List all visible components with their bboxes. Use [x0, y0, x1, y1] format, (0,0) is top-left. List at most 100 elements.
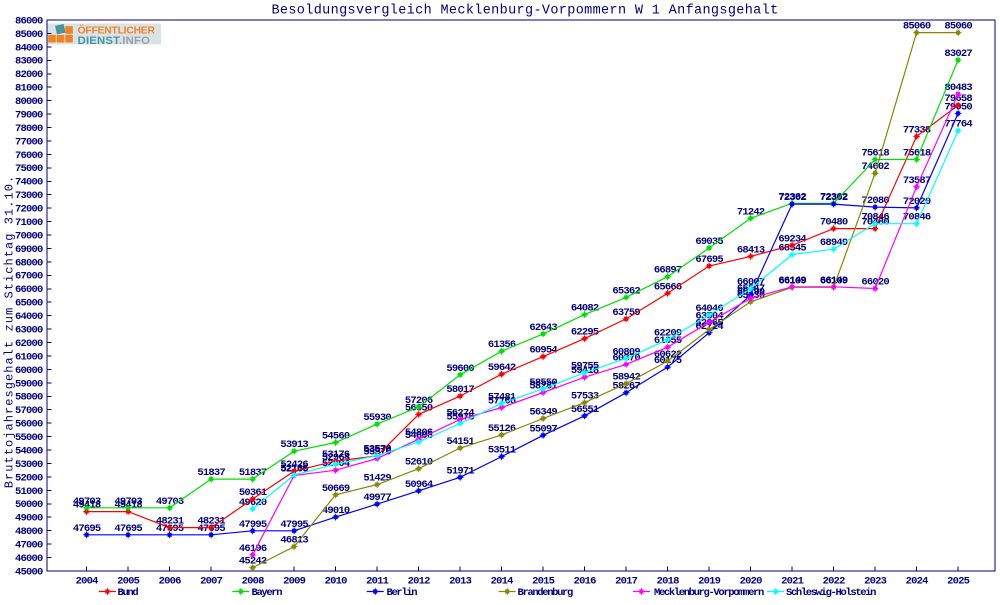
svg-text:52000: 52000 — [15, 472, 43, 484]
svg-text:70480: 70480 — [820, 217, 848, 229]
svg-text:65000: 65000 — [15, 298, 43, 310]
svg-text:83027: 83027 — [944, 48, 972, 60]
svg-text:56551: 56551 — [571, 404, 599, 416]
svg-text:51837: 51837 — [239, 467, 267, 479]
svg-text:70000: 70000 — [15, 230, 43, 242]
svg-text:69035: 69035 — [695, 236, 723, 248]
svg-text:57206: 57206 — [405, 395, 433, 407]
svg-text:62209: 62209 — [654, 328, 682, 340]
svg-text:65666: 65666 — [654, 281, 682, 293]
svg-text:57000: 57000 — [15, 405, 43, 417]
svg-text:64000: 64000 — [15, 311, 43, 323]
svg-text:85000: 85000 — [15, 29, 43, 41]
svg-text:2022: 2022 — [823, 575, 846, 587]
svg-text:79658: 79658 — [944, 93, 972, 105]
svg-text:58000: 58000 — [15, 392, 43, 404]
svg-text:2014: 2014 — [491, 575, 514, 587]
svg-text:Schleswig-Holstein: Schleswig-Holstein — [786, 587, 876, 599]
svg-text:2004: 2004 — [76, 575, 99, 587]
svg-text:58267: 58267 — [612, 381, 640, 393]
svg-text:59600: 59600 — [446, 363, 474, 375]
svg-text:85060: 85060 — [903, 21, 931, 33]
svg-text:54806: 54806 — [405, 427, 433, 439]
svg-text:77000: 77000 — [15, 136, 43, 148]
svg-text:52610: 52610 — [405, 457, 433, 469]
svg-text:56274: 56274 — [446, 408, 474, 420]
svg-text:58942: 58942 — [612, 372, 640, 384]
svg-text:59000: 59000 — [15, 378, 43, 390]
svg-text:2019: 2019 — [698, 575, 721, 587]
svg-text:72302: 72302 — [778, 192, 806, 204]
svg-text:2011: 2011 — [366, 575, 389, 587]
svg-text:66149: 66149 — [778, 275, 806, 287]
svg-text:52964: 52964 — [322, 452, 350, 464]
svg-text:66020: 66020 — [861, 277, 889, 289]
svg-text:55097: 55097 — [529, 423, 557, 435]
svg-text:72000: 72000 — [15, 204, 43, 216]
svg-text:53176: 53176 — [322, 449, 350, 461]
svg-text:68545: 68545 — [778, 243, 806, 255]
svg-text:62000: 62000 — [15, 338, 43, 350]
svg-text:47695: 47695 — [73, 523, 101, 535]
svg-text:66007: 66007 — [737, 277, 765, 289]
svg-text:63759: 63759 — [612, 307, 640, 319]
svg-text:2013: 2013 — [449, 575, 472, 587]
svg-text:Brandenburg: Brandenburg — [518, 587, 574, 599]
svg-text:56000: 56000 — [15, 419, 43, 431]
svg-text:76000: 76000 — [15, 150, 43, 162]
svg-text:60000: 60000 — [15, 365, 43, 377]
svg-text:51000: 51000 — [15, 486, 43, 498]
svg-text:74000: 74000 — [15, 177, 43, 189]
svg-text:2025: 2025 — [947, 575, 970, 587]
svg-text:46000: 46000 — [15, 553, 43, 565]
svg-text:67695: 67695 — [695, 254, 723, 266]
svg-text:Besoldungsvergleich Mecklenbur: Besoldungsvergleich Mecklenburg-Vorpomme… — [271, 4, 778, 19]
svg-text:80483: 80483 — [944, 82, 972, 94]
svg-text:81000: 81000 — [15, 83, 43, 95]
svg-text:53913: 53913 — [280, 439, 308, 451]
svg-text:2006: 2006 — [159, 575, 182, 587]
svg-text:2020: 2020 — [740, 575, 763, 587]
svg-text:2005: 2005 — [117, 575, 140, 587]
svg-text:49703: 49703 — [156, 496, 184, 508]
svg-text:85060: 85060 — [944, 21, 972, 33]
svg-text:54000: 54000 — [15, 445, 43, 457]
svg-text:48231: 48231 — [197, 516, 225, 528]
svg-text:2017: 2017 — [615, 575, 638, 587]
svg-text:73587: 73587 — [903, 175, 931, 187]
svg-text:82000: 82000 — [15, 69, 43, 81]
svg-text:2023: 2023 — [864, 575, 887, 587]
svg-text:62295: 62295 — [571, 327, 599, 339]
svg-text:83000: 83000 — [15, 56, 43, 68]
svg-text:61000: 61000 — [15, 351, 43, 363]
svg-text:70846: 70846 — [861, 212, 889, 224]
svg-text:Mecklenburg-Vorpommern: Mecklenburg-Vorpommern — [654, 587, 764, 599]
svg-text:49703: 49703 — [114, 496, 142, 508]
svg-text:73000: 73000 — [15, 190, 43, 202]
svg-text:77338: 77338 — [903, 124, 931, 136]
svg-text:2024: 2024 — [906, 575, 929, 587]
svg-text:68949: 68949 — [820, 237, 848, 249]
svg-text:72080: 72080 — [861, 195, 889, 207]
svg-text:66109: 66109 — [820, 275, 848, 287]
svg-text:63000: 63000 — [15, 325, 43, 337]
svg-text:2012: 2012 — [408, 575, 431, 587]
svg-text:2015: 2015 — [532, 575, 555, 587]
svg-text:65362: 65362 — [612, 285, 640, 297]
svg-text:45000: 45000 — [15, 566, 43, 578]
svg-text:50361: 50361 — [239, 487, 267, 499]
svg-text:66149: 66149 — [820, 275, 848, 287]
svg-text:69000: 69000 — [15, 244, 43, 256]
svg-text:ÖFFENTLICHER: ÖFFENTLICHER — [78, 23, 156, 36]
svg-text:74602: 74602 — [861, 161, 889, 173]
svg-text:86000: 86000 — [15, 15, 43, 27]
svg-text:48000: 48000 — [15, 526, 43, 538]
svg-text:Berlin: Berlin — [387, 587, 418, 599]
svg-text:47995: 47995 — [239, 519, 267, 531]
svg-text:46196: 46196 — [239, 543, 267, 555]
svg-text:66897: 66897 — [654, 265, 682, 277]
svg-text:2008: 2008 — [242, 575, 265, 587]
svg-text:53000: 53000 — [15, 459, 43, 471]
svg-text:78000: 78000 — [15, 123, 43, 135]
svg-text:47000: 47000 — [15, 540, 43, 552]
